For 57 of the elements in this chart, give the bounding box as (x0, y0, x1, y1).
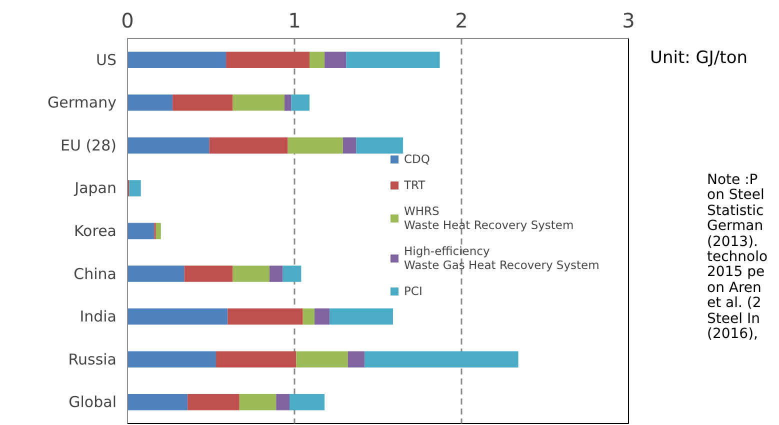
y-tick-label: India (80, 308, 116, 326)
bar (156, 222, 161, 240)
legend-label: PCI (404, 284, 424, 298)
bar (209, 137, 288, 154)
x-tick-label: 1 (288, 8, 301, 32)
bar (282, 266, 302, 282)
y-tick-label: US (96, 50, 117, 69)
bar (128, 94, 173, 111)
bar (129, 180, 141, 196)
y-tick-label: EU (28) (60, 136, 116, 154)
legend-label: CDQ (404, 152, 430, 166)
x-tick-label: 2 (455, 8, 468, 32)
bar (128, 52, 226, 68)
y-tick-label: Korea (74, 222, 117, 240)
text: Unit: GJ/ton (650, 47, 748, 70)
bar (128, 266, 184, 282)
bar (289, 394, 325, 410)
bar (188, 394, 240, 410)
x-tick-label: 0 (121, 8, 134, 32)
bar (128, 222, 154, 240)
bar (356, 137, 404, 154)
bar (324, 52, 346, 68)
bar (296, 351, 348, 368)
bar (346, 52, 440, 68)
bar (128, 351, 216, 368)
text: Note :P on Steel Statistic German (2013). technolo 2015 pe on Aren et al. (2 Steel In (2016), (707, 172, 768, 342)
bar (310, 52, 325, 68)
bar (288, 137, 343, 154)
bar (302, 308, 315, 325)
bar (128, 137, 210, 154)
bar (172, 94, 233, 111)
y-tick-label: Japan (74, 179, 117, 198)
y-tick-label: China (74, 264, 117, 283)
bar (184, 266, 233, 282)
bar (348, 351, 365, 368)
bar (276, 394, 290, 410)
bar (128, 394, 188, 410)
x-tick-label: 3 (622, 8, 635, 32)
legend-label: TRT (404, 178, 426, 192)
bar (228, 308, 303, 325)
y-tick-label: Russia (68, 350, 117, 368)
bar (364, 351, 518, 368)
y-tick-label: Germany (48, 94, 117, 112)
y-tick-label: Global (68, 393, 117, 412)
bar (330, 308, 394, 325)
bar (216, 351, 296, 368)
bar (284, 94, 292, 111)
legend-label: WHRS Waste Heat Recovery System (404, 204, 574, 232)
bar (226, 52, 310, 68)
bar (342, 137, 356, 154)
bar (269, 266, 283, 282)
bar (128, 308, 228, 325)
bar (314, 308, 330, 325)
bar (239, 394, 276, 410)
bar (291, 94, 310, 111)
bar (232, 94, 284, 111)
bar (232, 266, 270, 282)
